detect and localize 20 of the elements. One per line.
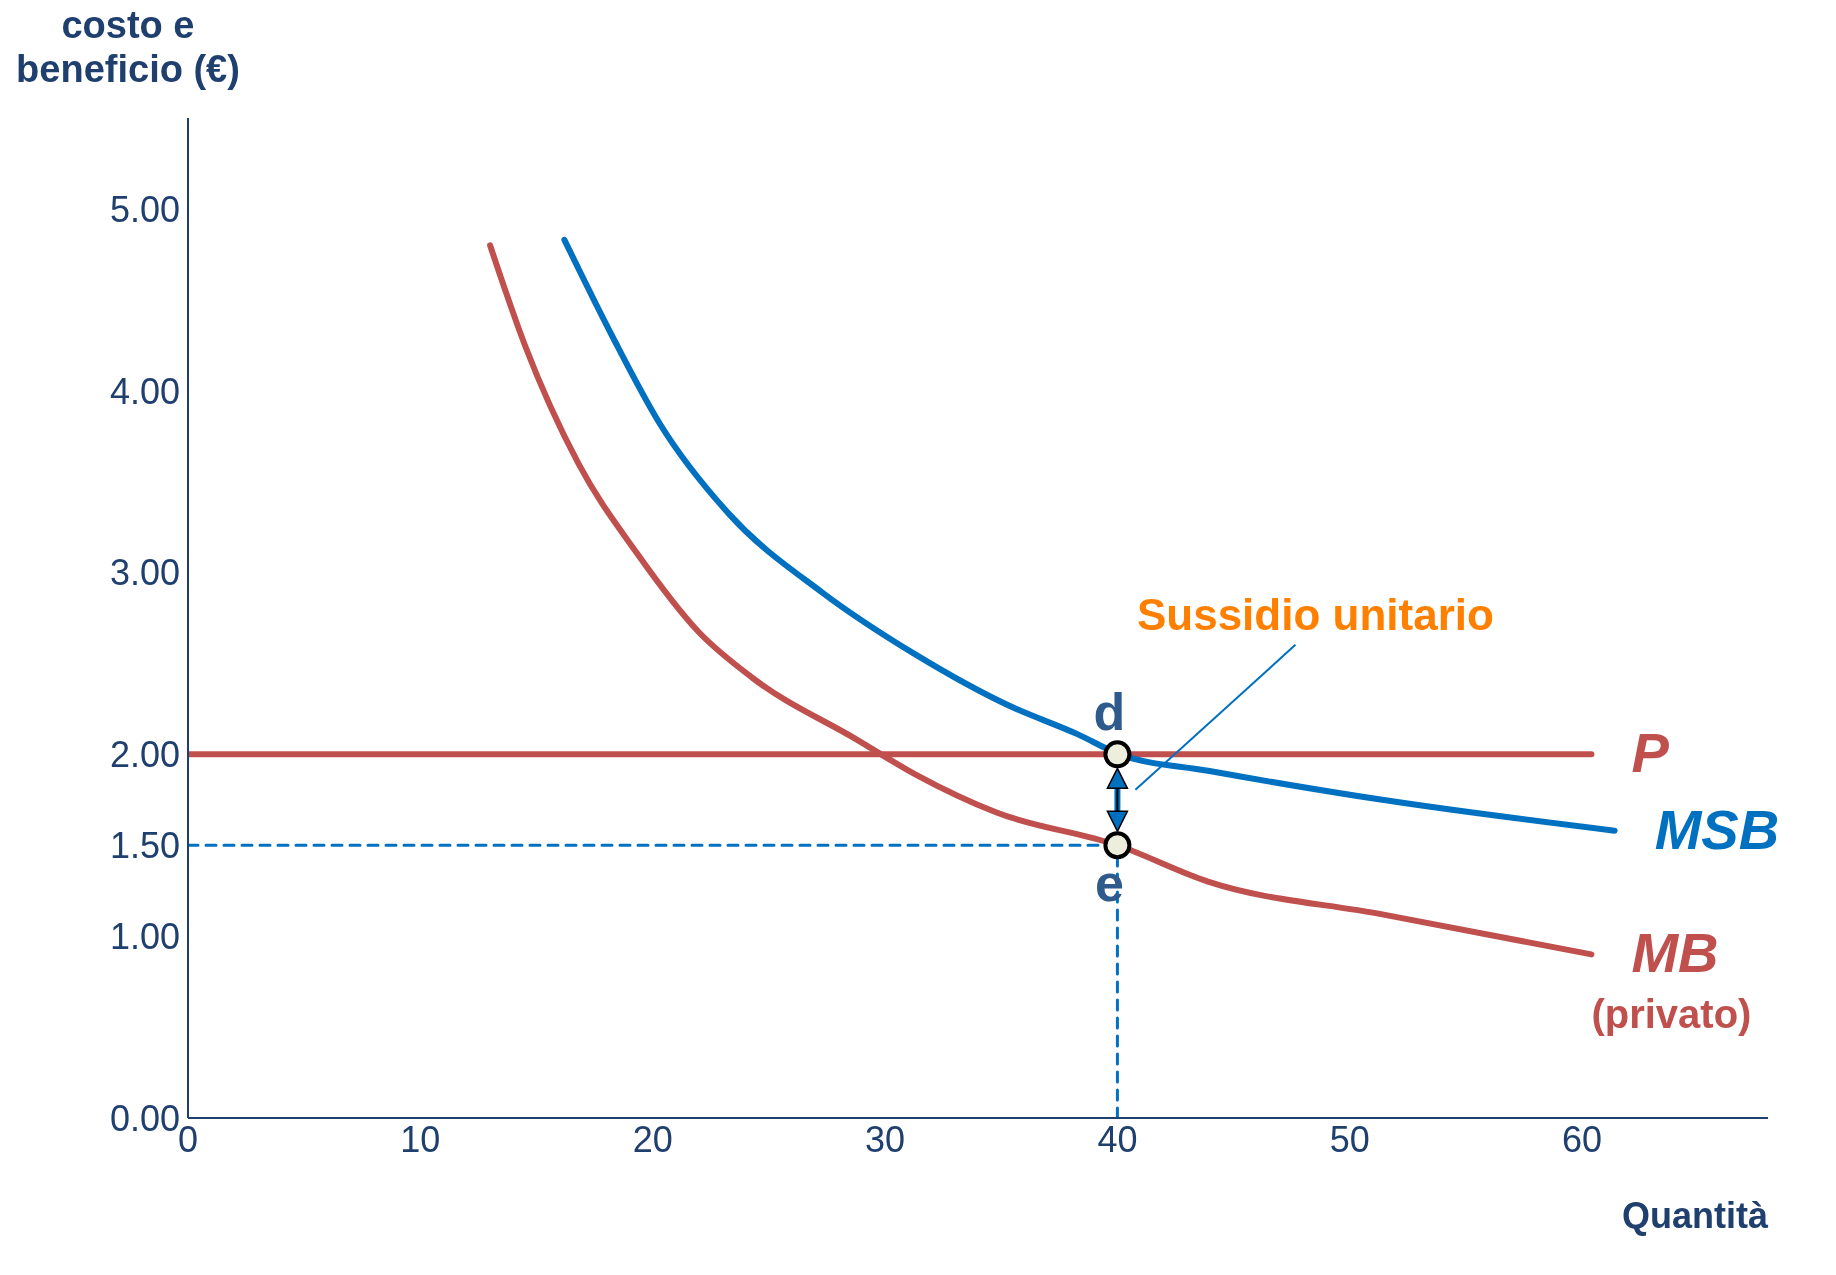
x-tick-label: 50	[1329, 1118, 1370, 1160]
y-tick-label: 4.00	[109, 370, 180, 412]
series-label: P	[1631, 721, 1670, 785]
series-label: MSB	[1654, 797, 1780, 861]
x-tick-label: 30	[865, 1118, 906, 1160]
y-tick-label: 1.00	[109, 915, 180, 957]
annotation: e	[1094, 854, 1124, 913]
x-tick-label: 10	[400, 1118, 441, 1160]
y-tick-label: 0.00	[109, 1097, 180, 1139]
y-axis-title: costo e beneficio (€)	[16, 4, 240, 90]
x-tick-label: 20	[632, 1118, 673, 1160]
x-tick-label: 60	[1562, 1118, 1603, 1160]
y-tick-label: 3.00	[109, 552, 180, 594]
x-tick-label: 40	[1097, 1118, 1138, 1160]
annotation: Sussidio unitario	[1136, 589, 1494, 639]
y-tick-label: 5.00	[109, 188, 180, 230]
y-tick-label: 1.50	[109, 825, 180, 867]
y-tick-label: 2.00	[109, 734, 180, 776]
annotation: d	[1093, 683, 1126, 742]
x-axis-title: Quantità	[1621, 1195, 1769, 1236]
